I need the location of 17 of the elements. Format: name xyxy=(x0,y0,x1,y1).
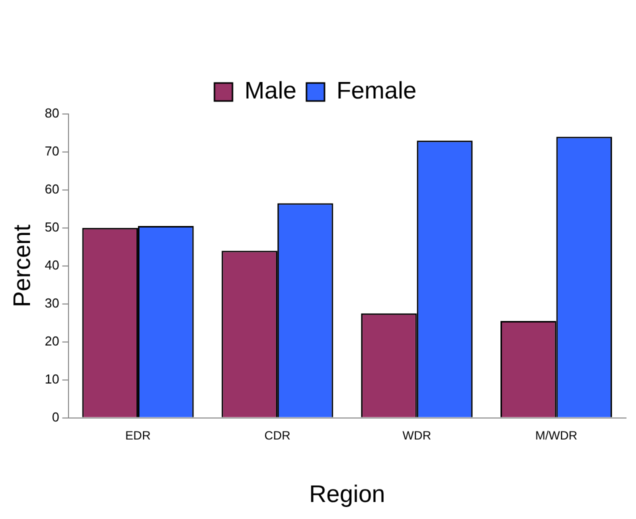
x-tick-label: M/WDR xyxy=(535,428,578,442)
x-tick-label: CDR xyxy=(264,428,291,442)
y-tick-label: 10 xyxy=(44,371,60,386)
y-tick-label: 40 xyxy=(44,257,60,272)
legend-label: Female xyxy=(336,78,417,105)
y-axis-title: Percent xyxy=(9,224,36,308)
x-tick-label: EDR xyxy=(125,428,151,442)
y-tick-label: 70 xyxy=(44,144,60,159)
x-tick-label: WDR xyxy=(402,428,432,442)
y-tick-label: 0 xyxy=(52,409,60,424)
y-tick-label: 20 xyxy=(44,333,60,348)
y-tick-label: 60 xyxy=(44,182,60,197)
legend-label: Male xyxy=(244,78,297,105)
x-axis-title: Region xyxy=(309,481,386,508)
y-tick-label: 30 xyxy=(44,295,60,310)
y-tick-label: 80 xyxy=(44,106,60,121)
y-tick-label: 50 xyxy=(44,220,60,235)
